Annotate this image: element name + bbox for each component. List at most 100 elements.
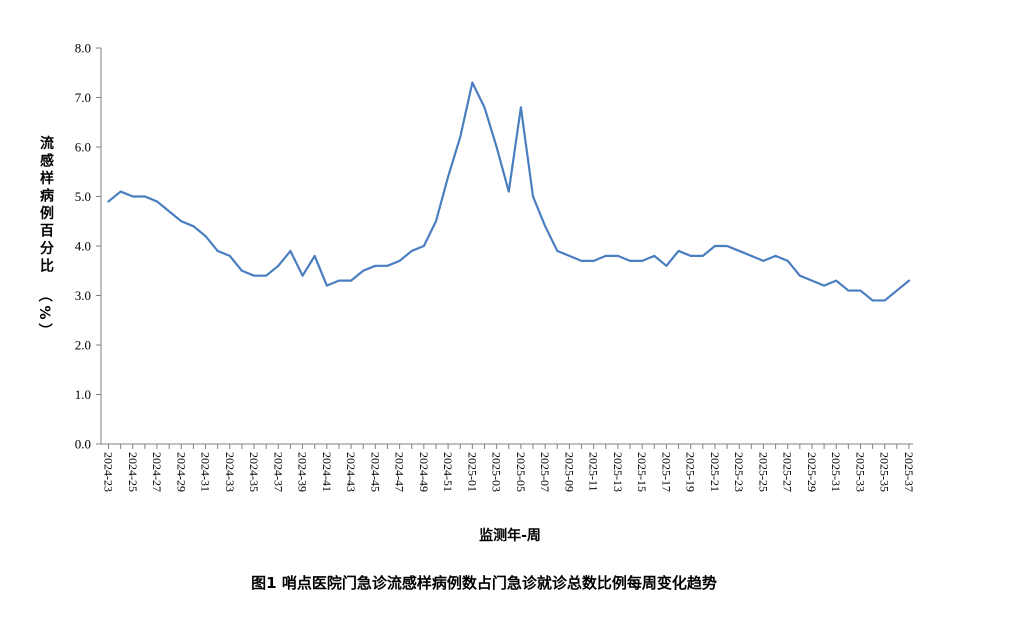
data-point — [762, 259, 765, 262]
x-tick-label: 2024-47 — [393, 452, 407, 492]
data-point — [156, 200, 158, 203]
y-tick-label: 6.0 — [75, 140, 91, 155]
data-point — [204, 235, 207, 238]
data-point — [180, 220, 183, 223]
data-point — [617, 255, 619, 257]
data-point — [350, 279, 352, 282]
x-tick-label: 2025-25 — [756, 452, 770, 492]
y-axis-title: 流感样病例百分比（%） — [36, 135, 54, 337]
x-tick-label: 2024-35 — [247, 452, 261, 492]
data-point — [714, 245, 716, 247]
x-tick-label: 2025-33 — [853, 452, 867, 492]
data-point — [410, 250, 413, 252]
data-point — [507, 190, 510, 193]
data-point — [241, 269, 243, 272]
x-tick-label: 2024-45 — [368, 452, 382, 492]
data-point — [277, 264, 280, 267]
data-point — [689, 255, 692, 257]
data-point — [313, 255, 316, 257]
data-point — [677, 250, 680, 252]
x-tick-label: 2025-21 — [708, 452, 722, 492]
x-tick-label: 2025-19 — [684, 452, 698, 492]
data-point — [835, 279, 838, 282]
data-point — [483, 106, 486, 109]
x-axis-title: 监测年-周 — [479, 527, 541, 544]
data-point — [228, 255, 231, 257]
x-tick-label: 2024-51 — [441, 452, 455, 492]
data-point — [459, 136, 462, 139]
data-point — [216, 250, 219, 252]
data-point — [592, 259, 595, 262]
data-point — [495, 146, 498, 148]
data-point — [871, 299, 874, 302]
data-point — [422, 245, 425, 247]
x-tick-label: 2025-07 — [538, 452, 552, 492]
data-point — [883, 299, 886, 302]
x-tick-label: 2024-31 — [199, 452, 213, 492]
data-point — [556, 250, 559, 252]
data-point — [726, 245, 728, 247]
plot-series — [107, 81, 911, 302]
data-point — [301, 274, 304, 277]
data-point — [750, 255, 753, 257]
data-point — [786, 259, 789, 262]
data-point — [386, 264, 389, 267]
data-point — [447, 175, 450, 178]
data-point — [435, 220, 437, 223]
x-tick-label: 2025-13 — [611, 452, 625, 492]
data-point — [532, 195, 534, 198]
data-point — [192, 225, 195, 228]
data-point — [107, 200, 110, 203]
y-axis: 0.0 1.0 2.0 3.0 4.0 5.0 6.0 7.0 8.0 — [75, 41, 102, 452]
data-point — [471, 81, 474, 84]
y-tick-label: 4.0 — [75, 239, 91, 254]
y-tick-label: 7.0 — [75, 90, 91, 105]
data-point — [629, 259, 631, 262]
data-point — [143, 195, 146, 198]
x-tick-label: 2025-27 — [781, 452, 795, 492]
data-point — [811, 279, 813, 282]
data-point — [847, 289, 850, 292]
x-tick-label: 2024-41 — [320, 452, 334, 492]
x-tick-label: 2025-01 — [465, 452, 479, 492]
y-tick-label: 1.0 — [75, 387, 91, 402]
data-point — [398, 259, 401, 262]
x-tick-label: 2024-27 — [150, 452, 164, 492]
data-point — [362, 269, 365, 272]
data-point — [131, 195, 134, 198]
data-point — [119, 190, 122, 193]
data-point — [168, 210, 171, 213]
data-point — [665, 264, 668, 267]
data-point — [641, 259, 644, 262]
y-tick-label: 0.0 — [75, 437, 91, 452]
data-point — [519, 106, 522, 109]
data-point — [653, 255, 656, 257]
data-point — [289, 250, 292, 252]
data-point — [568, 255, 571, 257]
x-tick-label: 2025-29 — [805, 452, 819, 492]
x-tick-label: 2025-15 — [635, 452, 649, 492]
x-axis: 2024-23 2024-25 2024-27 2024-29 2024-31 2024-… — [101, 443, 916, 492]
x-tick-label: 2024-49 — [417, 452, 431, 492]
x-tick-label: 2024-23 — [102, 452, 116, 492]
x-tick-label: 2024-29 — [174, 452, 188, 492]
x-tick-label: 2025-35 — [878, 452, 892, 492]
data-point — [580, 259, 583, 262]
data-point — [265, 274, 268, 277]
y-tick-label: 3.0 — [75, 288, 91, 303]
x-tick-label: 2024-25 — [126, 452, 140, 492]
data-point — [738, 250, 741, 252]
y-tick-label: 2.0 — [75, 338, 91, 353]
data-point — [859, 289, 862, 292]
x-tick-label: 2025-17 — [659, 452, 673, 492]
x-tick-label: 2025-31 — [829, 452, 843, 492]
chart-caption: 图1 哨点医院门急诊流感样病例数占门急诊就诊总数比例每周变化趋势 — [251, 574, 717, 592]
data-point — [604, 255, 607, 257]
x-tick-label: 2025-23 — [732, 452, 746, 492]
y-tick-label: 5.0 — [75, 189, 91, 204]
data-point — [374, 264, 377, 267]
x-tick-label: 2025-37 — [902, 452, 916, 492]
x-tick-label: 2024-37 — [271, 452, 285, 492]
y-tick-label: 8.0 — [75, 41, 91, 56]
